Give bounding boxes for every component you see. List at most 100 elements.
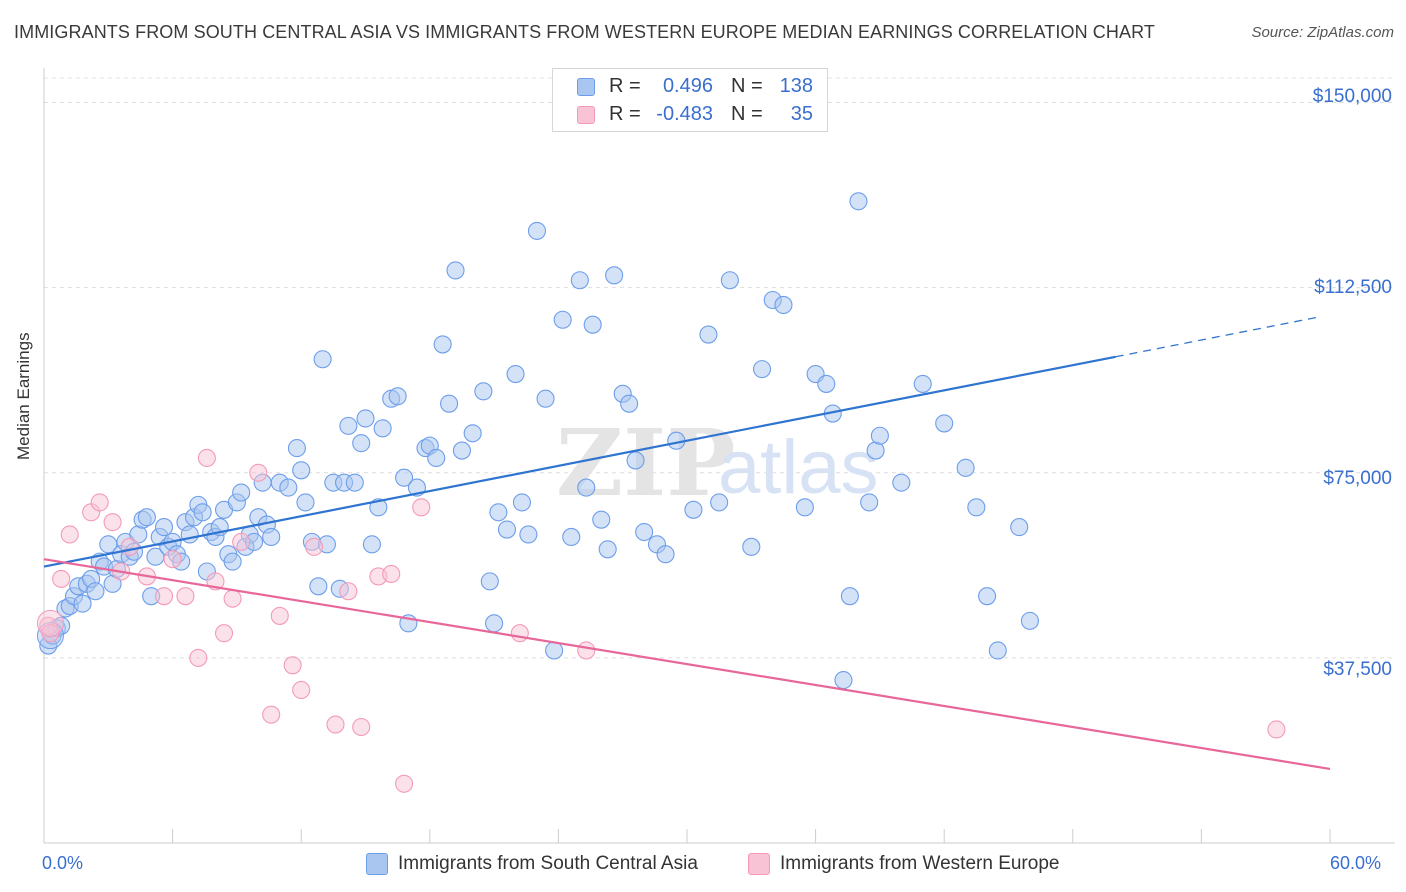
- data-point: [352, 717, 371, 737]
- data-point: [292, 680, 311, 700]
- data-point: [463, 424, 482, 443]
- data-point: [485, 614, 504, 633]
- data-point: [176, 587, 195, 606]
- data-point: [223, 589, 242, 608]
- stats-swatch-blue: [577, 78, 595, 96]
- data-point: [720, 271, 739, 290]
- data-point: [309, 577, 328, 596]
- watermark-zip: ZIP: [556, 409, 735, 517]
- data-point: [1010, 518, 1029, 537]
- data-point: [1267, 720, 1286, 739]
- data-point: [598, 540, 617, 559]
- data-point: [180, 525, 199, 544]
- data-point: [849, 192, 868, 211]
- stats-r-label: R =: [609, 103, 641, 125]
- data-point: [388, 387, 407, 406]
- trend-line-0: [43, 355, 1116, 568]
- data-point: [710, 493, 729, 512]
- data-point: [620, 394, 639, 413]
- data-point: [73, 594, 92, 613]
- y-tick-label-150000: $150,000: [1312, 86, 1392, 107]
- data-point: [232, 483, 251, 502]
- stats-r-value: 0.496: [662, 75, 713, 97]
- data-point: [870, 426, 889, 445]
- data-point: [817, 374, 836, 393]
- data-point: [36, 609, 64, 637]
- data-point: [605, 266, 624, 285]
- data-point: [452, 441, 472, 460]
- data-point: [262, 527, 281, 546]
- data-point: [553, 310, 572, 329]
- data-point: [103, 513, 122, 532]
- stats-swatch-pink: [577, 106, 595, 124]
- stats-box: R = 0.496 N = 138 R = -0.483 N = 35: [552, 68, 828, 132]
- data-point: [512, 493, 532, 512]
- trend-lines: [43, 316, 1331, 771]
- data-point: [480, 572, 499, 591]
- data-point: [356, 409, 375, 428]
- data-point: [283, 656, 302, 675]
- data-point: [577, 641, 596, 660]
- series-south-central-asia-points: [36, 192, 1039, 690]
- data-point: [626, 451, 645, 470]
- data-point: [369, 498, 388, 517]
- data-point: [326, 715, 345, 734]
- data-point: [840, 587, 859, 606]
- data-point: [834, 671, 853, 690]
- stats-r-label: R =: [609, 75, 641, 97]
- data-point: [52, 569, 71, 588]
- data-point: [339, 582, 358, 601]
- data-point: [913, 374, 932, 393]
- data-point: [427, 448, 446, 468]
- data-point: [474, 382, 493, 401]
- stats-row-western-europe: R = -0.483 N = 35: [553, 101, 827, 129]
- data-point: [262, 705, 281, 724]
- stats-n-label: N =: [731, 103, 763, 125]
- data-point: [699, 325, 718, 344]
- data-point: [433, 335, 452, 354]
- data-point: [412, 498, 431, 517]
- data-point: [86, 582, 105, 601]
- y-tick-label-37500: $37,500: [1323, 659, 1392, 680]
- data-point: [287, 439, 306, 458]
- data-point: [193, 503, 212, 522]
- stats-n-value: 138: [779, 75, 813, 97]
- data-point: [214, 624, 234, 643]
- data-point: [956, 458, 975, 477]
- data-point: [583, 315, 602, 334]
- data-point: [362, 535, 381, 554]
- data-point: [635, 522, 654, 542]
- data-point: [232, 532, 251, 551]
- data-point: [339, 416, 358, 435]
- x-tick-label-max: 60.0%: [1330, 853, 1382, 873]
- data-point: [120, 537, 139, 556]
- data-point: [279, 478, 298, 497]
- data-point: [249, 463, 268, 482]
- data-point: [154, 518, 174, 537]
- data-point: [163, 550, 182, 569]
- data-point: [189, 648, 208, 667]
- gridlines: [44, 77, 1395, 659]
- data-point: [446, 261, 465, 280]
- data-point: [270, 606, 289, 625]
- chart-title: IMMIGRANTS FROM SOUTH CENTRAL ASIA VS IM…: [14, 22, 1155, 42]
- data-point: [373, 419, 392, 438]
- data-point: [223, 552, 242, 571]
- data-point: [592, 510, 611, 529]
- data-point: [978, 587, 997, 606]
- data-point: [305, 537, 324, 556]
- data-point: [352, 434, 371, 453]
- data-point: [506, 365, 525, 384]
- data-point: [154, 587, 174, 606]
- legend-label: Immigrants from South Central Asia: [398, 853, 698, 874]
- data-point: [967, 498, 986, 517]
- data-point: [519, 525, 538, 544]
- data-point: [536, 389, 555, 408]
- trend-line-extension: [1115, 316, 1320, 358]
- data-point: [497, 520, 517, 539]
- data-point: [988, 641, 1007, 660]
- source-label: Source: ZipAtlas.com: [1251, 24, 1394, 41]
- watermark-atlas: atlas: [718, 425, 879, 510]
- data-point: [296, 493, 315, 512]
